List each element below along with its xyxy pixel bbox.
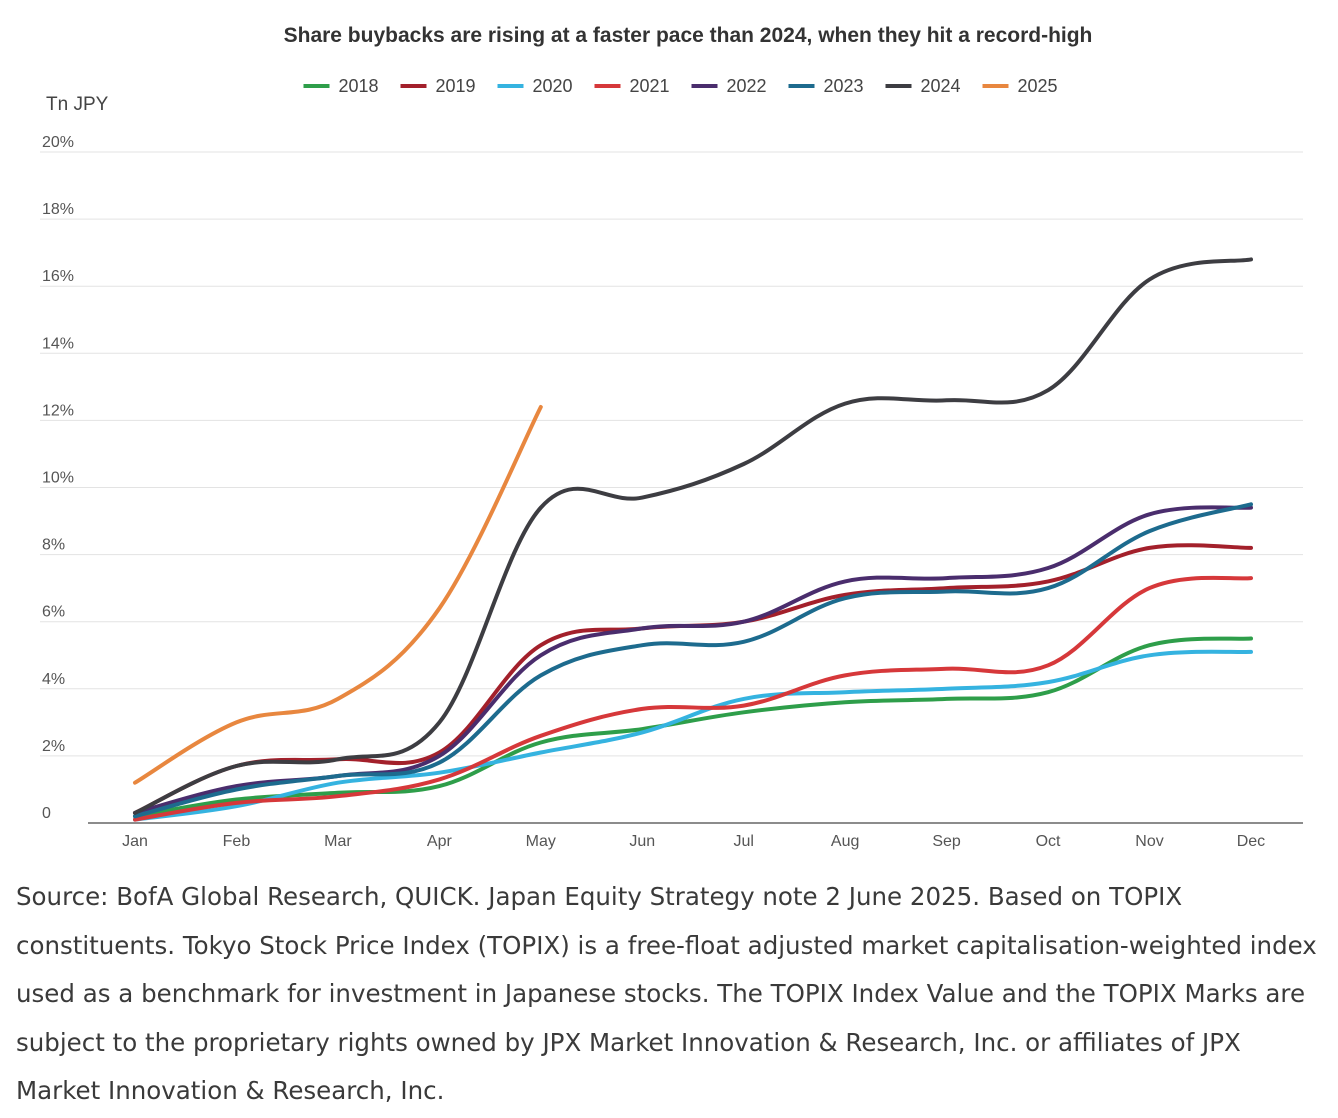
x-tick-label: Sep (932, 833, 961, 850)
series-line-2020 (133, 649, 1253, 822)
source-caption: Source: BofA Global Research, QUICK. Jap… (16, 882, 1317, 1105)
legend-item-2020[interactable]: 2020 (497, 76, 573, 96)
series-lines (133, 257, 1253, 822)
y-tick-label: 6% (42, 604, 65, 621)
y-axis-label: Tn JPY (46, 94, 109, 115)
y-tick-label: 18% (42, 201, 74, 218)
series-line-2022 (133, 505, 1253, 815)
y-tick-label: 12% (42, 402, 74, 419)
legend-label: 2025 (1018, 76, 1058, 96)
y-tick-label: 4% (42, 671, 65, 688)
x-tick-label: Dec (1237, 833, 1265, 850)
y-tick-label: 16% (42, 268, 74, 285)
legend-item-2021[interactable]: 2021 (594, 76, 670, 96)
y-tick-label: 8% (42, 537, 65, 554)
legend-item-2025[interactable]: 2025 (982, 76, 1058, 96)
legend-item-2019[interactable]: 2019 (400, 76, 476, 96)
x-tick-label: Apr (427, 833, 453, 850)
legend-label: 2022 (727, 76, 767, 96)
x-tick-label: Jan (122, 833, 148, 850)
legend-item-2024[interactable]: 2024 (885, 76, 961, 96)
y-tick-label: 2% (42, 738, 65, 755)
legend-item-2022[interactable]: 2022 (691, 76, 767, 96)
y-tick-label: 14% (42, 335, 74, 352)
y-tick-label: 0 (42, 805, 51, 822)
x-axis-ticks: Jan Feb Mar Apr May Jun Jul Aug Sep Oct Nov Dec (122, 833, 1265, 850)
series-line-2025 (133, 405, 543, 785)
legend-label: 2019 (436, 76, 476, 96)
x-tick-label: Oct (1036, 833, 1061, 850)
legend-item-2018[interactable]: 2018 (303, 76, 379, 96)
line-chart: 2018 2019 2020 2021 2022 2023 2024 2025 Tn JPY … (40, 76, 1303, 850)
series-line-2024 (133, 257, 1253, 815)
chart-legend: 2018 2019 2020 2021 2022 2023 2024 2025 (303, 76, 1058, 96)
x-tick-label: Jul (733, 833, 753, 850)
x-tick-label: Nov (1135, 833, 1163, 850)
y-tick-label: 10% (42, 470, 74, 487)
y-tick-label: 20% (42, 134, 74, 151)
chart-title: Share buybacks are rising at a faster pa… (283, 24, 1093, 47)
x-tick-label: Feb (223, 833, 251, 850)
legend-label: 2020 (533, 76, 573, 96)
series-line-2021 (133, 575, 1253, 822)
x-tick-label: Mar (324, 833, 352, 850)
x-tick-label: May (526, 833, 556, 850)
x-tick-label: Aug (831, 833, 859, 850)
series-line-2023 (133, 502, 1253, 819)
legend-item-2023[interactable]: 2023 (788, 76, 864, 96)
legend-label: 2024 (921, 76, 961, 96)
legend-label: 2023 (824, 76, 864, 96)
y-axis-ticks: 0 2% 4% 6% 8% 10% 12% 14% 16% 18% 20% (42, 134, 74, 822)
legend-label: 2018 (339, 76, 379, 96)
gridlines (40, 151, 1303, 824)
series-line-2018 (133, 636, 1253, 819)
x-tick-label: Jun (629, 833, 655, 850)
legend-label: 2021 (630, 76, 670, 96)
